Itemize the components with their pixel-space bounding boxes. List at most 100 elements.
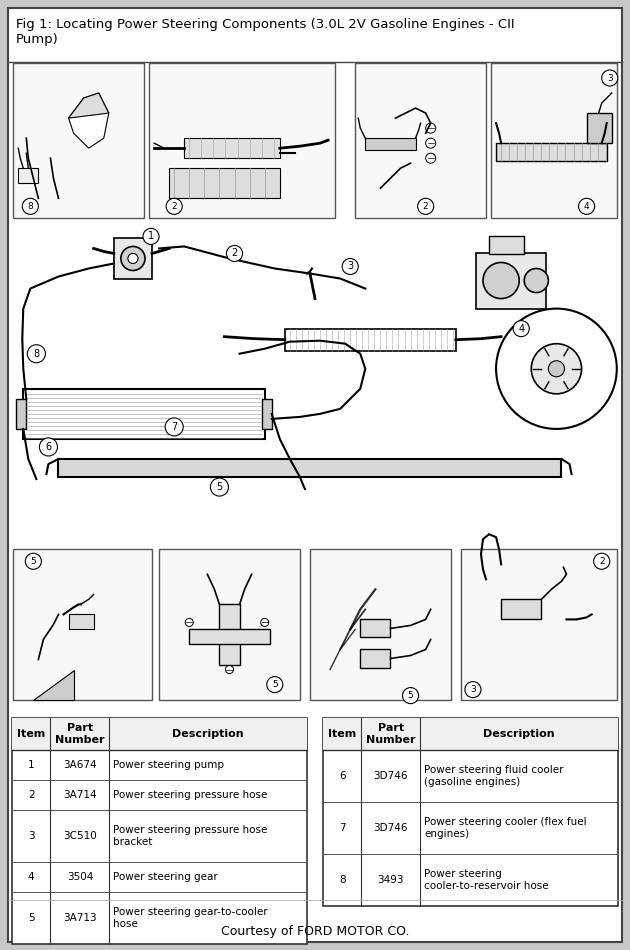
Bar <box>16 399 26 428</box>
Text: Part
Number: Part Number <box>55 723 105 745</box>
Circle shape <box>531 344 581 394</box>
Circle shape <box>403 688 418 704</box>
Bar <box>587 113 612 143</box>
Bar <box>310 549 451 699</box>
Polygon shape <box>33 670 74 699</box>
Circle shape <box>342 258 358 275</box>
Text: 8: 8 <box>33 349 40 359</box>
Text: 2: 2 <box>423 201 428 211</box>
Bar <box>323 718 618 906</box>
Text: 2: 2 <box>28 790 35 800</box>
Bar <box>501 599 541 619</box>
Text: 2: 2 <box>171 201 177 211</box>
Text: 5: 5 <box>408 691 413 700</box>
Text: Power steering
cooler-to-reservoir hose: Power steering cooler-to-reservoir hose <box>425 869 549 891</box>
Text: 3: 3 <box>28 831 35 841</box>
Text: Description: Description <box>483 729 555 739</box>
Text: 3: 3 <box>347 261 353 272</box>
Text: 5: 5 <box>28 913 35 923</box>
Text: Power steering gear: Power steering gear <box>113 872 218 882</box>
Text: Description: Description <box>173 729 244 739</box>
Bar <box>13 549 152 699</box>
Text: 3: 3 <box>470 685 476 694</box>
Circle shape <box>418 199 433 215</box>
Polygon shape <box>69 93 109 148</box>
Circle shape <box>143 228 159 244</box>
Text: 3A674: 3A674 <box>63 760 96 770</box>
Circle shape <box>483 262 519 298</box>
Bar <box>23 389 265 439</box>
Bar <box>476 254 546 309</box>
Circle shape <box>496 309 617 428</box>
Bar <box>323 718 618 750</box>
Text: 4: 4 <box>518 324 524 333</box>
Bar <box>219 604 239 665</box>
Circle shape <box>39 438 57 456</box>
Text: Power steering gear-to-cooler
hose: Power steering gear-to-cooler hose <box>113 907 268 929</box>
Text: 3504: 3504 <box>67 872 93 882</box>
Bar <box>149 63 335 218</box>
Text: 3A713: 3A713 <box>63 913 96 923</box>
Text: Power steering pressure hose
bracket: Power steering pressure hose bracket <box>113 826 268 846</box>
Text: 3A714: 3A714 <box>63 790 96 800</box>
Circle shape <box>426 153 436 163</box>
Text: 1: 1 <box>28 760 35 770</box>
Bar <box>13 63 144 218</box>
Circle shape <box>165 418 183 436</box>
Circle shape <box>22 199 38 215</box>
Text: 7: 7 <box>171 422 177 432</box>
Text: Power steering cooler (flex fuel
engines): Power steering cooler (flex fuel engines… <box>425 817 587 839</box>
Text: Power steering pump: Power steering pump <box>113 760 224 770</box>
Text: 7: 7 <box>339 823 345 833</box>
Text: Power steering fluid cooler
(gasoline engines): Power steering fluid cooler (gasoline en… <box>425 765 564 787</box>
Bar <box>360 619 391 637</box>
Text: Part
Number: Part Number <box>366 723 416 745</box>
Bar <box>69 615 94 630</box>
Bar <box>489 237 524 255</box>
Circle shape <box>524 269 548 293</box>
Text: 6: 6 <box>45 442 52 452</box>
Bar <box>261 399 272 428</box>
Text: Fig 1: Locating Power Steering Components (3.0L 2V Gasoline Engines - CII
Pump): Fig 1: Locating Power Steering Component… <box>16 18 515 46</box>
Circle shape <box>210 478 229 496</box>
Text: 3: 3 <box>607 73 612 83</box>
Bar <box>491 63 617 218</box>
Text: 4: 4 <box>584 201 590 211</box>
Circle shape <box>548 361 564 377</box>
Circle shape <box>27 345 45 363</box>
Circle shape <box>185 618 193 626</box>
Bar <box>18 168 38 183</box>
Polygon shape <box>69 93 109 118</box>
Circle shape <box>25 553 42 569</box>
Circle shape <box>261 618 269 626</box>
Circle shape <box>166 199 182 215</box>
Circle shape <box>226 245 243 261</box>
Circle shape <box>426 124 436 133</box>
Bar <box>365 138 416 150</box>
Text: 6: 6 <box>339 771 345 781</box>
Text: Item: Item <box>17 729 45 739</box>
Text: 3D746: 3D746 <box>374 771 408 781</box>
Text: Courtesy of FORD MOTOR CO.: Courtesy of FORD MOTOR CO. <box>220 925 410 938</box>
Text: 5: 5 <box>216 482 222 492</box>
Circle shape <box>121 246 145 271</box>
Text: Item: Item <box>328 729 357 739</box>
Bar <box>59 459 561 477</box>
Text: 4: 4 <box>28 872 35 882</box>
Circle shape <box>578 199 595 215</box>
Text: 1: 1 <box>148 232 154 241</box>
Bar <box>461 549 617 699</box>
Circle shape <box>426 138 436 148</box>
Text: 8: 8 <box>28 201 33 211</box>
Text: 8: 8 <box>339 875 345 885</box>
Bar <box>355 63 486 218</box>
Text: 5: 5 <box>272 680 278 689</box>
Text: 2: 2 <box>599 557 605 566</box>
Text: 3493: 3493 <box>377 875 404 885</box>
Circle shape <box>266 676 283 693</box>
Bar <box>159 549 300 699</box>
Bar <box>285 329 456 351</box>
Text: Power steering pressure hose: Power steering pressure hose <box>113 790 268 800</box>
Circle shape <box>602 70 618 86</box>
Circle shape <box>513 321 529 336</box>
